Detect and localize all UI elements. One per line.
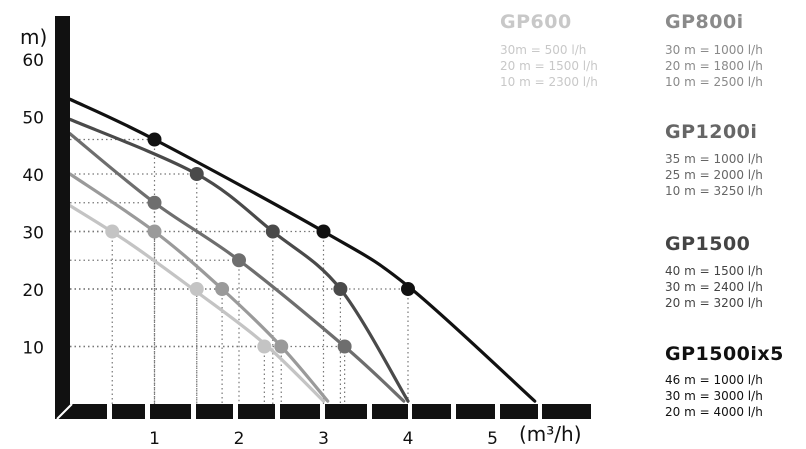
tick-labels: 1 2 3 4 5 10 20 30 40 50 60 [22,51,498,449]
x-axis-segment [150,404,191,419]
y-tick-label: 30 [22,224,44,244]
x-tick-label: 5 [487,429,498,449]
operating-point-gp600 [189,282,204,296]
operating-point-gp1500 [333,282,348,296]
x-tick-label: 4 [403,429,414,449]
operating-point-gp800i [274,339,289,354]
operating-point-gp1500ix5 [316,224,331,239]
x-axis-segment [500,404,538,419]
operating-point-gp1500 [265,224,280,239]
y-tick-label: 60 [22,51,44,71]
x-axis-label: (m³/h) [519,422,582,446]
operating-points [105,132,415,354]
x-axis-segment [112,404,145,419]
operating-point-gp1200i [337,339,352,354]
x-axis-segment [196,404,233,419]
y-tick-label: 40 [22,166,44,186]
operating-point-gp600 [105,224,120,239]
operating-point-gp1500 [189,167,204,181]
guide-lines [70,138,409,404]
x-axis-segment [70,404,107,419]
x-axis-segment [412,404,451,419]
x-tick-label: 1 [149,429,160,449]
x-tick-label: 3 [318,429,329,449]
x-axis-segment [280,404,320,419]
axis-corner [55,404,70,419]
operating-point-gp1200i [232,253,246,268]
x-axis-segment [456,404,495,419]
y-tick-label: 20 [22,281,44,301]
x-axis-segment [542,404,591,419]
pump-curves [68,97,537,403]
x-axis-segment [238,404,275,419]
y-axis-bar [55,16,70,404]
operating-point-gp800i [147,224,162,239]
axis-corner-cut [56,403,73,420]
axes [55,16,591,420]
x-tick-label: 2 [234,429,245,449]
operating-point-gp1500ix5 [147,132,162,147]
x-axis-segment [325,404,367,419]
y-tick-label: 50 [22,109,44,129]
operating-point-gp600 [257,339,272,354]
y-tick-label: 10 [22,339,44,359]
operating-point-gp1500ix5 [401,282,415,296]
operating-point-gp1200i [147,195,162,210]
operating-point-gp800i [215,282,230,296]
x-axis-segment [372,404,408,419]
series-line-gp1200i [68,132,406,403]
y-axis-label: m) [20,25,47,49]
